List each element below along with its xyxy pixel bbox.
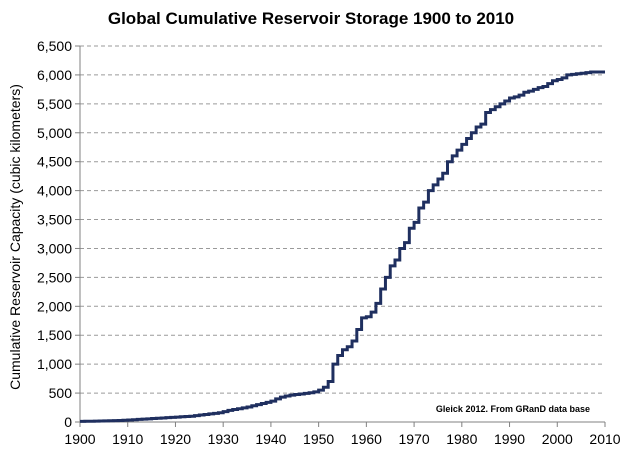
x-tick-label: 1940 bbox=[255, 431, 286, 447]
y-tick-label: 500 bbox=[49, 385, 73, 401]
x-tick-label: 1910 bbox=[112, 431, 143, 447]
x-tick-label: 2010 bbox=[589, 431, 620, 447]
series-layer bbox=[80, 70, 605, 423]
x-tick-label: 1920 bbox=[160, 431, 191, 447]
y-axis-ticks: 0 500 1,000 1,500 2,000 2,500 3,000 3,500 4,000 4… bbox=[37, 38, 80, 430]
x-tick-label: 2000 bbox=[542, 431, 573, 447]
y-tick-label: 3,500 bbox=[37, 212, 72, 228]
y-tick-label: 1,500 bbox=[37, 327, 72, 343]
y-tick-label: 6,500 bbox=[37, 38, 72, 54]
x-tick-label: 1970 bbox=[399, 431, 430, 447]
axes bbox=[79, 46, 605, 423]
y-tick-label: 6,000 bbox=[37, 67, 72, 83]
y-tick-label: 5,000 bbox=[37, 125, 72, 141]
y-tick-label: 2,000 bbox=[37, 298, 72, 314]
y-tick-label: 3,000 bbox=[37, 240, 72, 256]
y-tick-label: 5,500 bbox=[37, 96, 72, 112]
x-axis-ticks: 1900 1910 1920 1930 1940 1950 1960 1970 1980 1990… bbox=[64, 422, 621, 447]
chart-title: Global Cumulative Reservoir Storage 1900… bbox=[108, 9, 514, 28]
y-tick-label: 4,500 bbox=[37, 154, 72, 170]
y-tick-label: 0 bbox=[64, 414, 72, 430]
y-tick-label: 1,000 bbox=[37, 356, 72, 372]
cumulative-storage-line bbox=[80, 70, 605, 423]
x-tick-label: 1960 bbox=[351, 431, 382, 447]
y-tick-label: 4,000 bbox=[37, 183, 72, 199]
x-tick-label: 1900 bbox=[64, 431, 95, 447]
source-annotation: Gleick 2012. From GRanD data base bbox=[436, 404, 590, 414]
x-tick-label: 1950 bbox=[303, 431, 334, 447]
x-tick-label: 1980 bbox=[446, 431, 477, 447]
y-axis-label: Cumulative Reservoir Capacity (cubic kil… bbox=[7, 84, 23, 390]
y-tick-label: 2,500 bbox=[37, 269, 72, 285]
x-tick-label: 1990 bbox=[494, 431, 525, 447]
gridlines bbox=[80, 45, 605, 394]
x-tick-label: 1930 bbox=[208, 431, 239, 447]
